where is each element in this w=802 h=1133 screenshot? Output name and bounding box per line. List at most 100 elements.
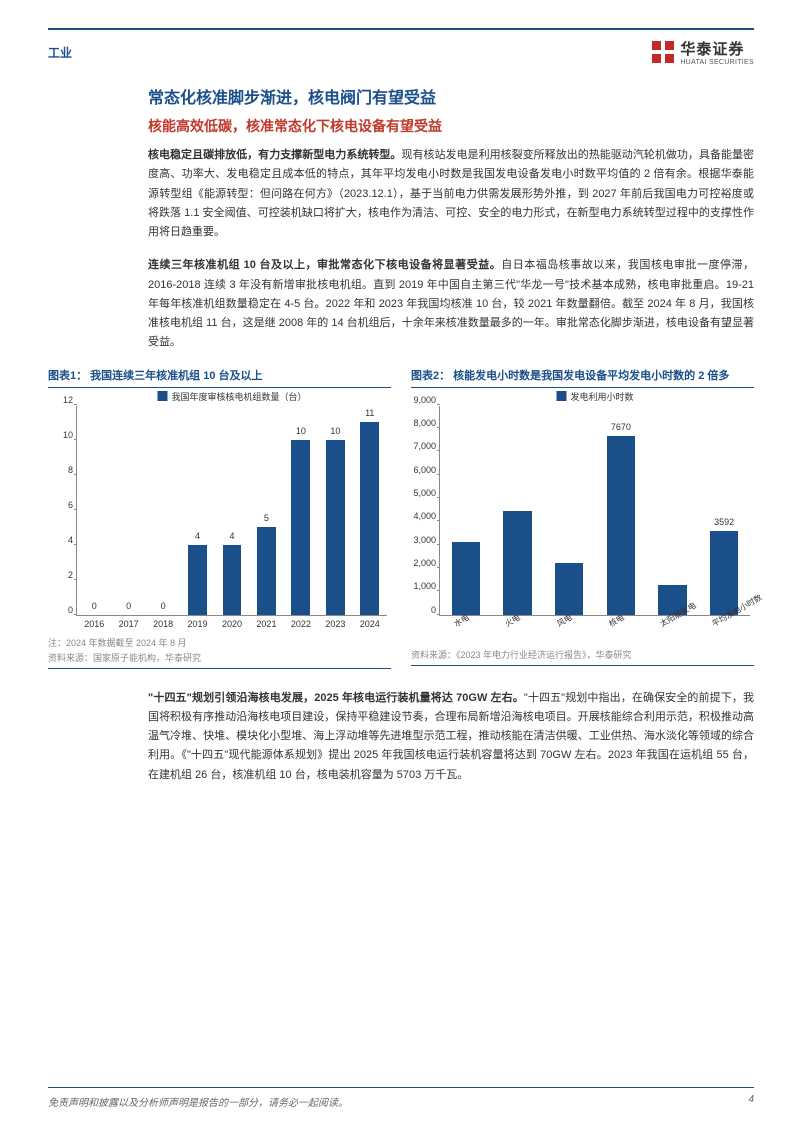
chart-1-xtick: 2020	[222, 619, 242, 629]
chart-2-title: 图表2： 核能发电小时数是我国发电设备平均发电小时数的 2 倍多	[411, 367, 754, 388]
p3-lead: "十四五"规划引领沿海核电发展，2025 年核电运行装机量将达 70GW 左右。	[148, 692, 524, 704]
chart-1-ytick: 10	[49, 430, 73, 440]
header-category: 工业	[48, 44, 72, 61]
chart-1-ytick-mark	[74, 509, 77, 510]
chart-2-ytick-mark	[437, 520, 440, 521]
content-body: 常态化核准脚步渐进，核电阀门有望受益 核能高效低碳，核准常态化下核电设备有望受益…	[148, 84, 754, 785]
chart-1-ytick: 8	[49, 465, 73, 475]
chart-1-xtick: 2017	[119, 619, 139, 629]
chart-1-ytick: 0	[49, 605, 73, 615]
chart-1-title: 图表1： 我国连续三年核准机组 10 台及以上	[48, 367, 391, 388]
chart-1-xtick: 2022	[291, 619, 311, 629]
chart-1-ytick-mark	[74, 579, 77, 580]
chart-2-ytick: 9,000	[412, 395, 436, 405]
chart-1-note: 注：2024 年数据截至 2024 年 8 月	[48, 636, 391, 649]
chart-1-ytick-mark	[74, 439, 77, 440]
chart-1-bar-label: 0	[161, 601, 166, 611]
chart-1-bar-label: 4	[229, 531, 234, 541]
chart-1-bar-label: 10	[330, 426, 340, 436]
chart-2-source: 资料来源：《2023 年电力行业经济运行报告》，华泰研究	[411, 648, 754, 666]
brand-logo-icon	[650, 39, 676, 65]
chart-2-ytick: 2,000	[412, 558, 436, 568]
chart-2-note-spacer	[411, 636, 754, 646]
chart-2-ytick-mark	[437, 450, 440, 451]
chart-2-legend: 发电利用小时数	[556, 390, 633, 403]
chart-2-ytick-mark	[437, 404, 440, 405]
paragraph-2: 连续三年核准机组 10 台及以上，审批常态化下核电设备将显著受益。自日本福岛核事…	[148, 256, 754, 352]
header-brand: 华泰证券 HUATAI SECURITIES	[650, 38, 754, 66]
chart-2-ytick-mark	[437, 544, 440, 545]
header: 工业 华泰证券 HUATAI SECURITIES	[48, 38, 754, 66]
chart-1: 图表1： 我国连续三年核准机组 10 台及以上 我国年度审核核电机组数量（台） …	[48, 367, 391, 669]
chart-2-ytick-mark	[437, 427, 440, 428]
chart-1-ytick: 12	[49, 395, 73, 405]
p1-lead: 核电稳定且碳排放低，有力支撑新型电力系统转型。	[148, 149, 401, 161]
footer-disclaimer: 免责声明和披露以及分析师声明是报告的一部分，请务必一起阅读。	[48, 1094, 348, 1109]
charts-row: 图表1： 我国连续三年核准机组 10 台及以上 我国年度审核核电机组数量（台） …	[48, 367, 754, 669]
p3-body: "十四五"规划中指出，在确保安全的前提下，我国将积极有序推动沿海核电项目建设，保…	[148, 692, 754, 781]
chart-1-bar-label: 4	[195, 531, 200, 541]
chart-2-bar	[503, 511, 531, 615]
chart-2-bar-label: 3592	[714, 517, 734, 527]
chart-1-bar: 10	[291, 440, 310, 615]
paragraph-1: 核电稳定且碳排放低，有力支撑新型电力系统转型。现有核站发电是利用核裂变所释放出的…	[148, 146, 754, 242]
chart-2-bar: 7670	[607, 436, 635, 615]
p2-lead: 连续三年核准机组 10 台及以上，审批常态化下核电设备将显著受益。	[148, 259, 501, 271]
chart-1-ytick: 6	[49, 500, 73, 510]
chart-1-ytick-mark	[74, 474, 77, 475]
chart-2-ytick: 8,000	[412, 418, 436, 428]
chart-1-legend-label: 我国年度审核核电机组数量（台）	[171, 390, 306, 403]
chart-1-xtick: 2019	[188, 619, 208, 629]
title-main: 常态化核准脚步渐进，核电阀门有望受益	[148, 84, 754, 108]
brand-text: 华泰证券 HUATAI SECURITIES	[680, 38, 754, 66]
footer-page-number: 4	[748, 1094, 754, 1109]
chart-1-xtick: 2018	[153, 619, 173, 629]
p2-body: 自日本福岛核事故以来，我国核电审批一度停滞，2016-2018 连续 3 年没有…	[148, 259, 754, 348]
chart-1-bar-label: 5	[264, 513, 269, 523]
chart-1-bar-label: 0	[126, 601, 131, 611]
chart-2: 图表2： 核能发电小时数是我国发电设备平均发电小时数的 2 倍多 发电利用小时数…	[411, 367, 754, 669]
title-sub: 核能高效低碳，核准常态化下核电设备有望受益	[148, 116, 754, 136]
chart-2-ytick: 7,000	[412, 441, 436, 451]
paragraph-3: "十四五"规划引领沿海核电发展，2025 年核电运行装机量将达 70GW 左右。…	[148, 689, 754, 785]
chart-1-bar-label: 11	[365, 408, 374, 418]
chart-2-plot: 发电利用小时数 01,0002,0003,0004,0005,0006,0007…	[439, 406, 750, 616]
chart-2-ytick: 5,000	[412, 488, 436, 498]
chart-2-ytick-mark	[437, 474, 440, 475]
chart-1-legend-swatch	[157, 391, 167, 401]
chart-2-ytick-mark	[437, 497, 440, 498]
p1-body: 现有核站发电是利用核裂变所释放出的热能驱动汽轮机做功，具备能量密度高、功率大、发…	[148, 149, 754, 238]
chart-2-ytick: 0	[412, 605, 436, 615]
chart-1-bar: 4	[188, 545, 207, 615]
chart-2-ytick: 6,000	[412, 465, 436, 475]
chart-1-legend: 我国年度审核核电机组数量（台）	[157, 390, 306, 403]
chart-1-bar: 4	[223, 545, 242, 615]
chart-1-xtick: 2016	[84, 619, 104, 629]
chart-2-legend-label: 发电利用小时数	[570, 390, 633, 403]
chart-2-bar	[452, 542, 480, 614]
chart-1-bar: 10	[326, 440, 345, 615]
chart-2-bar: 3592	[710, 531, 738, 615]
chart-1-ytick: 2	[49, 570, 73, 580]
chart-1-ytick-mark	[74, 544, 77, 545]
chart-2-bar	[555, 563, 583, 614]
chart-2-bar-label: 7670	[611, 422, 631, 432]
chart-2-legend-swatch	[556, 391, 566, 401]
chart-1-bar-label: 0	[92, 601, 97, 611]
chart-2-ytick: 1,000	[412, 581, 436, 591]
chart-1-xtick: 2021	[256, 619, 276, 629]
chart-2-ytick: 4,000	[412, 511, 436, 521]
top-rule	[48, 28, 754, 30]
chart-1-xtick: 2024	[360, 619, 380, 629]
chart-1-bar: 5	[257, 527, 276, 615]
chart-1-plot: 我国年度审核核电机组数量（台） 024681012020160201702018…	[76, 406, 387, 616]
chart-1-bar-label: 10	[296, 426, 306, 436]
chart-2-ytick-mark	[437, 590, 440, 591]
chart-2-ytick-mark	[437, 614, 440, 615]
footer: 免责声明和披露以及分析师声明是报告的一部分，请务必一起阅读。 4	[48, 1087, 754, 1109]
chart-1-ytick-mark	[74, 404, 77, 405]
chart-1-source: 资料来源：国家原子能机构，华泰研究	[48, 651, 391, 669]
chart-2-ytick-mark	[437, 567, 440, 568]
chart-1-xtick: 2023	[325, 619, 345, 629]
chart-1-bar: 11	[360, 422, 379, 615]
